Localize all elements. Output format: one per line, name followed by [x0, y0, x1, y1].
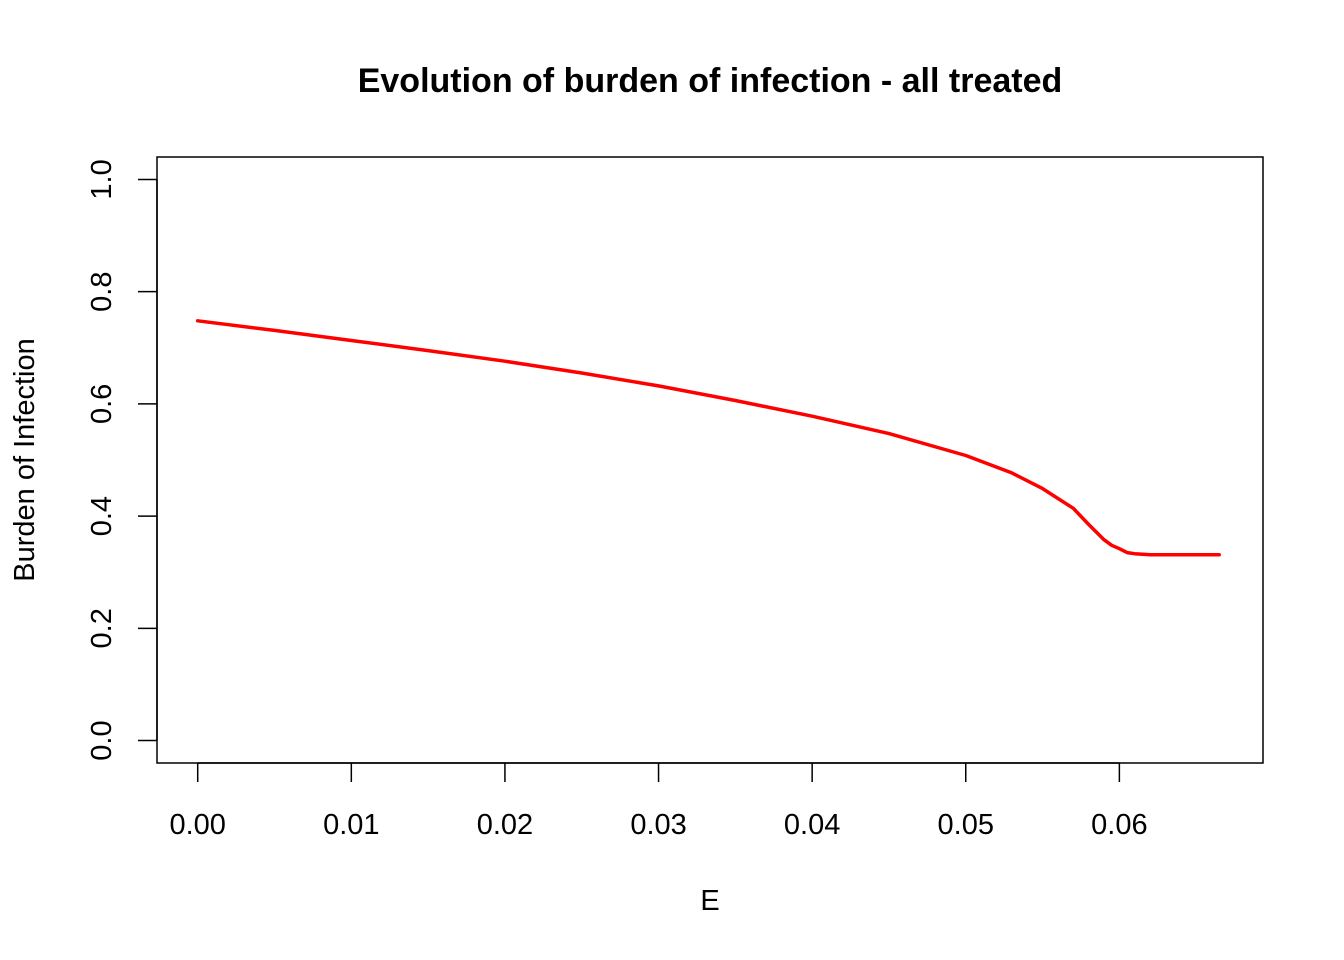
series-layer [195, 319, 1221, 557]
x-tick-label: 0.01 [323, 809, 379, 841]
y-axis-label: Burden of Infection [9, 338, 41, 581]
x-axis-label: E [700, 885, 719, 917]
y-tick-label: 0.2 [86, 608, 118, 648]
x-tick-label: 0.04 [784, 809, 840, 841]
x-tick-label: 0.00 [169, 809, 225, 841]
y-tick-label: 0.6 [86, 384, 118, 424]
x-tick-label: 0.05 [938, 809, 994, 841]
y-tick-label: 1.0 [86, 159, 118, 199]
x-tick-label: 0.02 [477, 809, 533, 841]
x-tick-label: 0.03 [630, 809, 686, 841]
x-axis: 0.00 0.01 0.02 0.03 0.04 0.05 0.06 [169, 762, 1148, 841]
series-line [195, 319, 1221, 557]
y-tick-label: 0.8 [86, 272, 118, 312]
chart-title: Evolution of burden of infection - all t… [358, 62, 1063, 100]
y-tick-label: 0.0 [86, 720, 118, 760]
y-tick-label: 0.4 [86, 496, 118, 536]
x-tick-label: 0.06 [1091, 809, 1147, 841]
y-axis: 0.0 0.2 0.4 0.6 0.8 1.0 [86, 159, 158, 761]
